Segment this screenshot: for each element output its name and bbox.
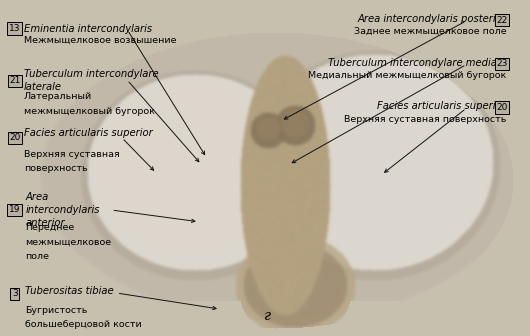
Text: Tuberculum intercondylare: Tuberculum intercondylare xyxy=(24,69,158,79)
Text: Facies articularis superior: Facies articularis superior xyxy=(24,128,153,138)
Text: Бугристость: Бугристость xyxy=(25,306,88,315)
Text: Eminentia intercondylaris: Eminentia intercondylaris xyxy=(24,24,152,34)
Text: Tuberositas tibiae: Tuberositas tibiae xyxy=(25,286,114,296)
Text: 23: 23 xyxy=(496,59,508,68)
Text: Латеральный: Латеральный xyxy=(24,92,92,101)
Text: 20: 20 xyxy=(496,103,508,112)
Text: Заднее межмыщелковое поле: Заднее межмыщелковое поле xyxy=(354,27,506,36)
Text: межмыщелковое: межмыщелковое xyxy=(25,238,111,247)
Text: 22: 22 xyxy=(496,16,508,25)
Text: большеберцовой кости: большеберцовой кости xyxy=(25,320,142,329)
Text: Area: Area xyxy=(25,192,49,202)
Text: Медиальный межмыщелковый бугорок: Медиальный межмыщелковый бугорок xyxy=(308,71,506,80)
Text: поверхность: поверхность xyxy=(24,164,87,173)
Text: Tuberculum intercondylare mediale: Tuberculum intercondylare mediale xyxy=(329,58,506,68)
Text: межмыщелковый бугорок: межмыщелковый бугорок xyxy=(24,107,155,116)
Text: 20: 20 xyxy=(9,133,21,142)
Text: intercondylaris: intercondylaris xyxy=(25,205,100,215)
Text: 3: 3 xyxy=(12,290,17,298)
Text: 13: 13 xyxy=(9,24,21,33)
Text: 19: 19 xyxy=(9,206,21,214)
Text: 21: 21 xyxy=(9,76,21,85)
Text: Area intercondylaris posterior: Area intercondylaris posterior xyxy=(357,14,506,24)
Text: Верхняя суставная: Верхняя суставная xyxy=(24,150,120,159)
Text: поле: поле xyxy=(25,252,49,261)
Text: laterale: laterale xyxy=(24,82,62,92)
Text: Facies articularis superior: Facies articularis superior xyxy=(377,101,506,112)
Text: anterior: anterior xyxy=(25,218,65,228)
Text: г: г xyxy=(264,308,271,323)
Text: Межмыщелковое возвышение: Межмыщелковое возвышение xyxy=(24,35,176,44)
Text: Переднее: Переднее xyxy=(25,223,75,233)
Text: Верхняя суставная поверхность: Верхняя суставная поверхность xyxy=(344,115,506,124)
